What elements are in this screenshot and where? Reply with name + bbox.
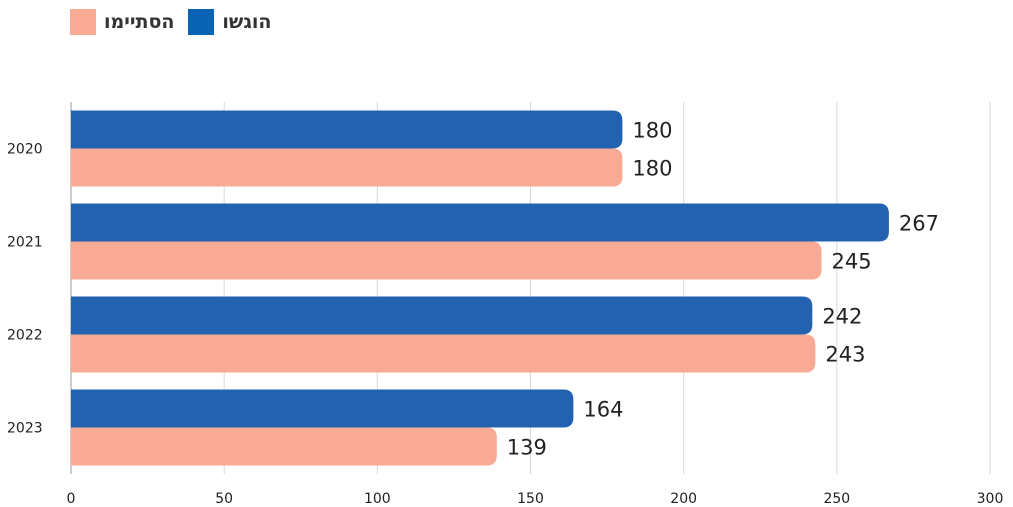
data-label-submitted-2021: 267	[899, 212, 939, 236]
chart-legend: הסתיימו הוגשו	[70, 8, 271, 36]
bars-group	[71, 110, 889, 466]
x-tick-label-200: 200	[670, 491, 697, 507]
category-label-2022: 2022	[7, 328, 43, 344]
category-label-2020: 2020	[7, 142, 43, 158]
legend-label-submitted: הוגשו	[222, 11, 272, 33]
bar-completed-2020	[71, 148, 623, 187]
labels-group: 0 50 100 150 200 250 300 2020 180 180 2021 267 245 20…	[7, 119, 1003, 507]
data-label-submitted-2020: 180	[632, 119, 672, 143]
data-label-completed-2022: 243	[825, 343, 865, 367]
legend-item-completed: הסתיימו	[70, 9, 174, 35]
data-label-completed-2021: 245	[832, 250, 872, 274]
data-label-completed-2023: 139	[507, 436, 547, 460]
x-tick-label-300: 300	[977, 491, 1004, 507]
bar-submitted-2022	[71, 296, 813, 335]
legend-swatch-completed	[70, 9, 96, 35]
bar-submitted-2020	[71, 110, 623, 149]
legend-item-submitted: הוגשו	[188, 9, 271, 35]
x-tick-label-150: 150	[517, 491, 544, 507]
x-tick-label-100: 100	[364, 491, 391, 507]
legend-swatch-submitted	[188, 9, 215, 35]
x-tick-label-0: 0	[67, 491, 76, 507]
bar-completed-2022	[71, 334, 816, 373]
category-label-2023: 2023	[7, 421, 43, 437]
x-tick-label-250: 250	[823, 491, 850, 507]
data-label-completed-2020: 180	[632, 157, 672, 181]
bar-completed-2023	[71, 427, 497, 466]
bar-submitted-2021	[71, 203, 889, 242]
category-label-2021: 2021	[7, 235, 43, 251]
x-tick-label-50: 50	[215, 491, 233, 507]
bar-completed-2021	[71, 241, 822, 280]
bar-submitted-2023	[71, 389, 574, 428]
data-label-submitted-2023: 164	[583, 398, 623, 422]
data-label-submitted-2022: 242	[822, 305, 862, 329]
legend-label-completed: הסתיימו	[104, 11, 175, 33]
